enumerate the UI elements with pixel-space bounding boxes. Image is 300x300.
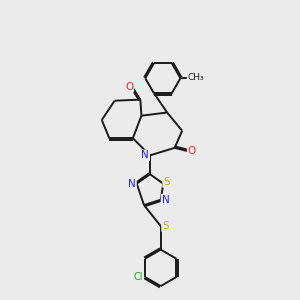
Text: S: S xyxy=(162,221,169,231)
Text: N: N xyxy=(162,195,169,205)
Text: O: O xyxy=(188,146,196,156)
Text: Cl: Cl xyxy=(134,272,143,282)
Text: O: O xyxy=(125,82,133,92)
Text: S: S xyxy=(163,177,170,187)
Text: CH₃: CH₃ xyxy=(188,73,204,82)
Text: N: N xyxy=(128,178,136,189)
Text: N: N xyxy=(141,150,149,161)
